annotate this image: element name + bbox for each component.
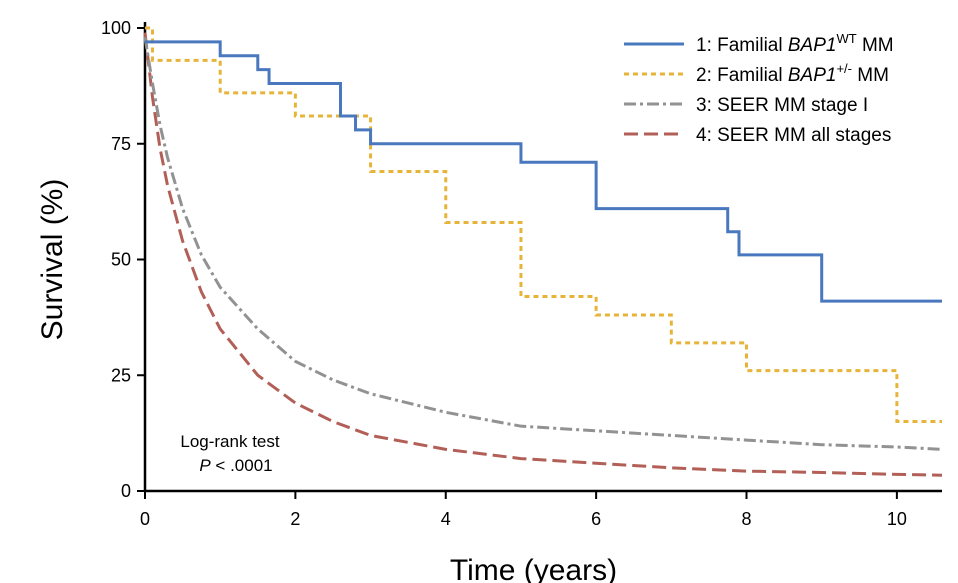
annotation-p-symbol: P [199,456,211,475]
x-axis-title: Time (years) [450,554,617,583]
y-axis-title: Survival (%) [36,179,69,341]
series-layer [143,26,943,477]
ticks-group: 0 25 50 75 100 0 2 4 6 8 10 [101,18,907,529]
log-rank-annotation: Log-rank test P < .0001 [180,432,279,475]
annotation-p-value: < .0001 [211,456,273,475]
x-tick-label: 10 [887,509,907,529]
annotation-line-2: P < .0001 [199,456,272,475]
legend-label-1: 1: Familial BAP1WT MM [696,31,894,56]
legend-label-3: 3: SEER MM stage I [696,95,868,116]
y-tick-label: 50 [111,250,131,270]
x-tick-label: 8 [742,509,752,529]
y-tick-label: 0 [121,481,131,501]
legend: 1: Familial BAP1WT MM 2: Familial BAP1+/-… [624,31,894,146]
y-tick-label: 100 [101,18,131,38]
series-1-line [145,40,942,303]
y-tick-label: 75 [111,134,131,154]
x-tick-label: 6 [591,509,601,529]
x-tick-label: 4 [441,509,451,529]
legend-label-4: 4: SEER MM all stages [696,125,891,146]
annotation-line-1: Log-rank test [180,432,279,451]
y-tick-label: 25 [111,365,131,385]
series-2-line [145,26,942,424]
x-tick-label: 0 [140,509,150,529]
x-tick-label: 2 [290,509,300,529]
series-3-line [143,37,943,451]
legend-label-2: 2: Familial BAP1+/- MM [696,61,889,86]
axes-group [143,22,942,493]
